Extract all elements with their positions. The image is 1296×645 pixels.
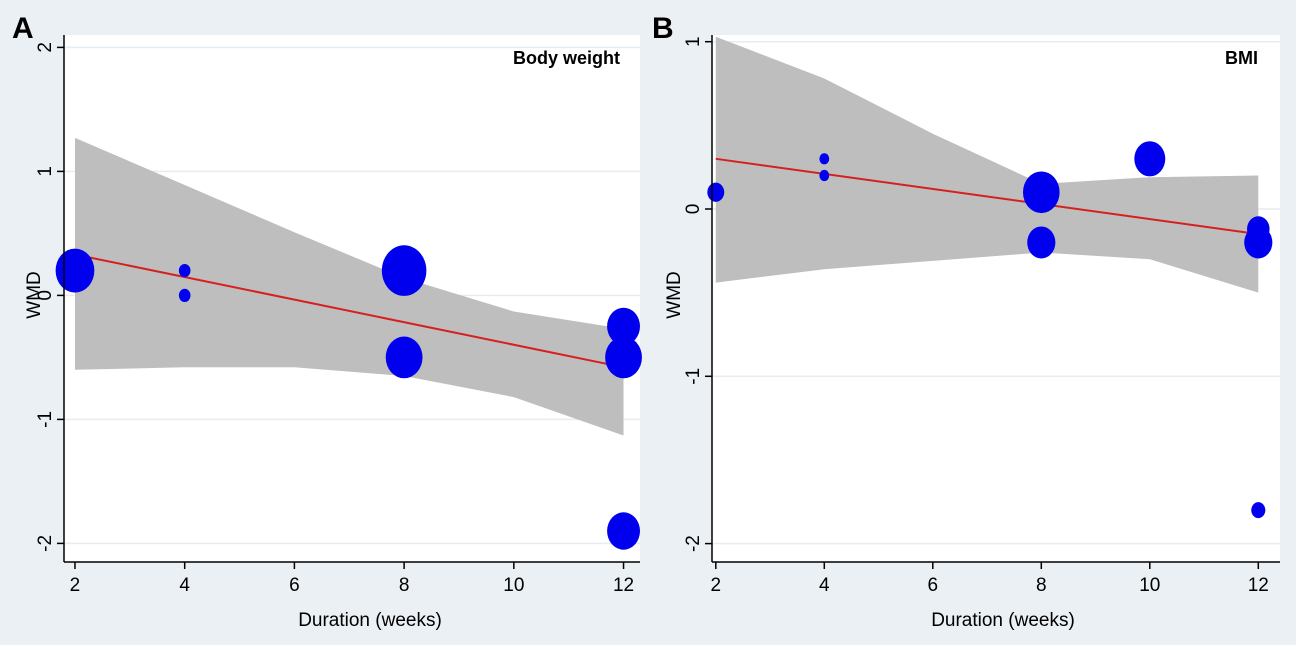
data-point	[1022, 171, 1060, 214]
x-ticks-b: 2 4 6 8 10 12	[711, 562, 1269, 596]
x-tick-label: 6	[928, 575, 939, 596]
data-point	[385, 336, 423, 379]
confidence-band-a	[75, 137, 624, 436]
x-tick-label: 2	[70, 575, 81, 596]
fit-line-a	[74, 253, 624, 369]
panel-letter-a: A	[12, 12, 34, 45]
confidence-band-b	[715, 36, 1259, 293]
y-ticks-b: -2 -1 0 1	[683, 36, 712, 552]
data-point	[1134, 141, 1166, 177]
y-tick-label: 0	[683, 204, 704, 215]
data-point	[819, 169, 830, 182]
y-axis-title-b: WMD	[664, 271, 685, 318]
panel-letter-b: B	[652, 12, 674, 45]
x-axis-title-b: Duration (weeks)	[931, 610, 1075, 631]
data-point	[1251, 502, 1266, 519]
data-point	[381, 245, 427, 296]
x-tick-label: 4	[819, 575, 830, 596]
data-point	[707, 182, 725, 202]
x-tick-label: 2	[711, 575, 722, 596]
y-ticks-a: -2 -1 0 1 2	[35, 42, 64, 552]
y-tick-label: 1	[683, 36, 704, 47]
plot-title-a: Body weight	[513, 48, 620, 68]
points-b	[707, 141, 1273, 519]
x-tick-label: 8	[1036, 575, 1047, 596]
y-tick-label: 0	[35, 290, 56, 301]
x-tick-label: 4	[179, 575, 190, 596]
y-tick-label: -2	[683, 535, 704, 552]
x-tick-label: 8	[399, 575, 410, 596]
plot-title-b: BMI	[1225, 48, 1258, 68]
y-tick-label: 2	[35, 42, 56, 53]
data-point	[178, 288, 191, 302]
y-tick-label: -2	[35, 535, 56, 552]
data-point	[55, 248, 95, 293]
x-ticks-a: 2 4 6 8 10 12	[70, 562, 634, 596]
x-tick-label: 10	[1139, 575, 1160, 596]
fit-line-b	[715, 157, 1259, 236]
y-axis-title-a: WMD	[24, 271, 45, 318]
y-tick-label: 1	[35, 166, 56, 177]
x-axis-title-a: Duration (weeks)	[298, 610, 442, 631]
data-point	[607, 512, 640, 550]
data-point	[819, 153, 830, 165]
y-tick-label: -1	[683, 368, 704, 385]
data-point	[1027, 226, 1056, 259]
panel-b: 2 4 6 8 10 12 -2 -1 0 1 B BMI Duration (weeks) W…	[652, 12, 1280, 631]
points-a	[55, 245, 642, 550]
x-tick-label: 10	[503, 575, 524, 596]
y-tick-label: -1	[35, 411, 56, 428]
data-point	[605, 336, 642, 379]
data-point	[607, 307, 640, 346]
x-tick-label: 12	[1248, 575, 1269, 596]
x-tick-label: 6	[289, 575, 300, 596]
x-tick-label: 12	[613, 575, 634, 596]
data-point	[1244, 226, 1273, 259]
data-point	[178, 264, 191, 278]
